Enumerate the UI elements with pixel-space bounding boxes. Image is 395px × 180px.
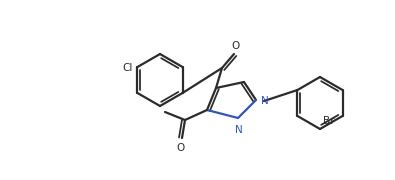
Text: O: O bbox=[176, 143, 184, 153]
Text: Cl: Cl bbox=[122, 63, 132, 73]
Text: O: O bbox=[231, 41, 239, 51]
Text: N: N bbox=[235, 125, 243, 135]
Text: Br: Br bbox=[323, 116, 335, 126]
Text: N: N bbox=[261, 96, 269, 106]
